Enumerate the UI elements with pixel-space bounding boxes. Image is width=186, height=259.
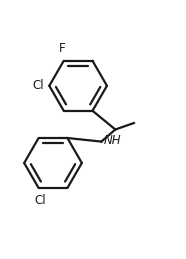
Text: NH: NH (104, 134, 122, 147)
Text: Cl: Cl (32, 79, 44, 92)
Text: F: F (59, 42, 65, 55)
Text: Cl: Cl (35, 193, 46, 206)
